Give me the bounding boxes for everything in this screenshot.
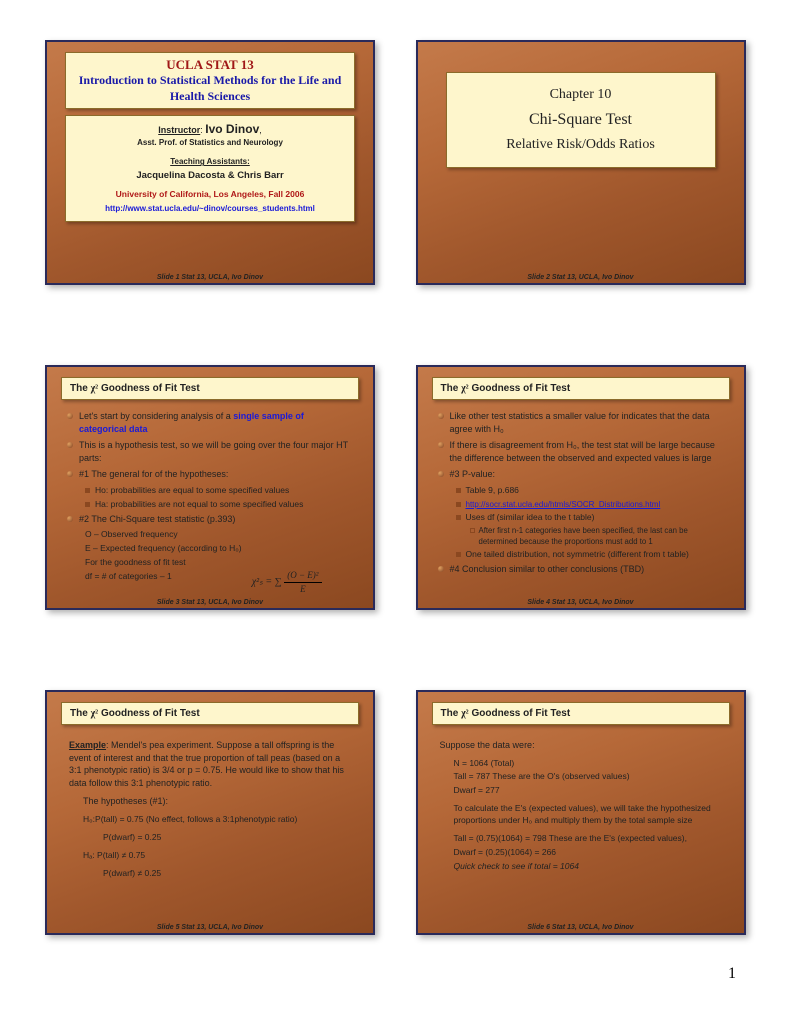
- bullet: If there is disagreement from H₀, the te…: [438, 439, 724, 464]
- text-line: Tall = (0.75)(1064) = 798 These are the …: [454, 833, 722, 845]
- slide-footer: Slide 6 Stat 13, UCLA, Ivo Dinov: [418, 924, 744, 931]
- bullet: Let's start by considering analysis of a…: [67, 410, 353, 435]
- sub-bullet: One tailed distribution, not symmetric (…: [456, 549, 724, 561]
- text-line: The hypotheses (#1):: [83, 795, 351, 808]
- text-line: Dwarf = (0.25)(1064) = 266: [454, 847, 722, 859]
- slide-header: The χ² Goodness of Fit Test: [432, 377, 730, 400]
- text-line: To calculate the E's (expected values), …: [454, 803, 722, 827]
- instructor-title: Asst. Prof. of Statistics and Neurology: [74, 138, 346, 147]
- sub-bullet: http://socr.stat.ucla.edu/htmls/SOCR_Dis…: [456, 499, 724, 510]
- slide-4: The χ² Goodness of Fit Test Like other t…: [416, 365, 746, 610]
- sub-bullet: Ha: probabilities are not equal to some …: [85, 499, 353, 511]
- instructor-name: Ivo Dinov: [205, 122, 259, 136]
- page-number: 1: [45, 965, 746, 983]
- university: University of California, Los Angeles, F…: [74, 189, 346, 199]
- slide-header: The χ² Goodness of Fit Test: [61, 702, 359, 725]
- course-code: UCLA STAT 13: [72, 57, 348, 73]
- course-title: Introduction to Statistical Methods for …: [72, 73, 348, 104]
- sub-bullet: Ho: probabilities are equal to some spec…: [85, 485, 353, 497]
- slide-footer: Slide 5 Stat 13, UCLA, Ivo Dinov: [47, 924, 373, 931]
- instructor-label: Instructor: [158, 125, 200, 135]
- bullet: This is a hypothesis test, so we will be…: [67, 439, 353, 464]
- distributions-link[interactable]: http://socr.stat.ucla.edu/htmls/SOCR_Dis…: [466, 499, 724, 510]
- text-line: O – Observed frequency: [85, 529, 353, 541]
- slide-3: The χ² Goodness of Fit Test Let's start …: [45, 365, 375, 610]
- slide-content: Suppose the data were: N = 1064 (Total) …: [418, 733, 744, 873]
- chapter-box: Chapter 10 Chi-Square Test Relative Risk…: [446, 72, 716, 168]
- text-line: Hₐ: P(tall) ≠ 0.75: [83, 850, 351, 862]
- title-box: UCLA STAT 13 Introduction to Statistical…: [65, 52, 355, 109]
- text-line: Quick check to see if total = 1064: [454, 861, 722, 873]
- slide-grid: UCLA STAT 13 Introduction to Statistical…: [45, 40, 746, 935]
- slide-1: UCLA STAT 13 Introduction to Statistical…: [45, 40, 375, 285]
- text-line: P(dwarf) ≠ 0.25: [103, 868, 351, 880]
- text-line: N = 1064 (Total): [454, 758, 722, 770]
- slide-5: The χ² Goodness of Fit Test Example: Men…: [45, 690, 375, 935]
- example-text: Example: Mendel's pea experiment. Suppos…: [69, 739, 351, 789]
- bullet: #1 The general for of the hypotheses:: [67, 468, 353, 481]
- slide-content: Example: Mendel's pea experiment. Suppos…: [47, 733, 373, 880]
- slide-2: Chapter 10 Chi-Square Test Relative Risk…: [416, 40, 746, 285]
- slide-footer: Slide 4 Stat 13, UCLA, Ivo Dinov: [418, 599, 744, 606]
- info-box: Instructor: Ivo Dinov, Asst. Prof. of St…: [65, 115, 355, 222]
- bullet: #3 P-value:: [438, 468, 724, 481]
- text-line: P(dwarf) = 0.25: [103, 832, 351, 844]
- slide-footer: Slide 3 Stat 13, UCLA, Ivo Dinov: [47, 599, 373, 606]
- slide-footer: Slide 2 Stat 13, UCLA, Ivo Dinov: [418, 274, 744, 281]
- bullet: #4 Conclusion similar to other conclusio…: [438, 563, 724, 576]
- slide-6: The χ² Goodness of Fit Test Suppose the …: [416, 690, 746, 935]
- slide-header: The χ² Goodness of Fit Test: [432, 702, 730, 725]
- ta-header: Teaching Assistants:: [74, 157, 346, 166]
- text-line: Dwarf = 277: [454, 785, 722, 797]
- chapter-label: Chapter 10: [457, 87, 705, 103]
- slide-content: Like other test statistics a smaller val…: [418, 408, 744, 575]
- text-line: Tall = 787 These are the O's (observed v…: [454, 771, 722, 783]
- text-line: df = # of categories – 1: [85, 571, 172, 593]
- sub-bullet: Table 9, p.686: [456, 485, 724, 497]
- ta-names: Jacquelina Dacosta & Chris Barr: [74, 170, 346, 181]
- text-line: H₀:P(tall) = 0.75 (No effect, follows a …: [83, 814, 351, 826]
- text-line: Suppose the data were:: [440, 739, 722, 752]
- course-url[interactable]: http://www.stat.ucla.edu/~dinov/courses_…: [74, 204, 346, 213]
- text-line: E – Expected frequency (according to H₀): [85, 543, 353, 555]
- slide-header: The χ² Goodness of Fit Test: [61, 377, 359, 400]
- sub-bullet: Uses df (similar idea to the t table): [456, 512, 724, 524]
- slide-footer: Slide 1 Stat 13, UCLA, Ivo Dinov: [47, 274, 373, 281]
- sub-sub-bullet: After first n-1 categories have been spe…: [470, 526, 724, 548]
- bullet: #2 The Chi-Square test statistic (p.393): [67, 513, 353, 526]
- bullet: Like other test statistics a smaller val…: [438, 410, 724, 435]
- chapter-title: Chi-Square Test: [457, 111, 705, 129]
- slide-content: Let's start by considering analysis of a…: [47, 408, 373, 595]
- chi-square-formula: χ²ₛ = ∑ (O − E)² E: [252, 569, 322, 595]
- text-line: For the goodness of fit test: [85, 557, 353, 569]
- chapter-subtitle: Relative Risk/Odds Ratios: [457, 137, 705, 153]
